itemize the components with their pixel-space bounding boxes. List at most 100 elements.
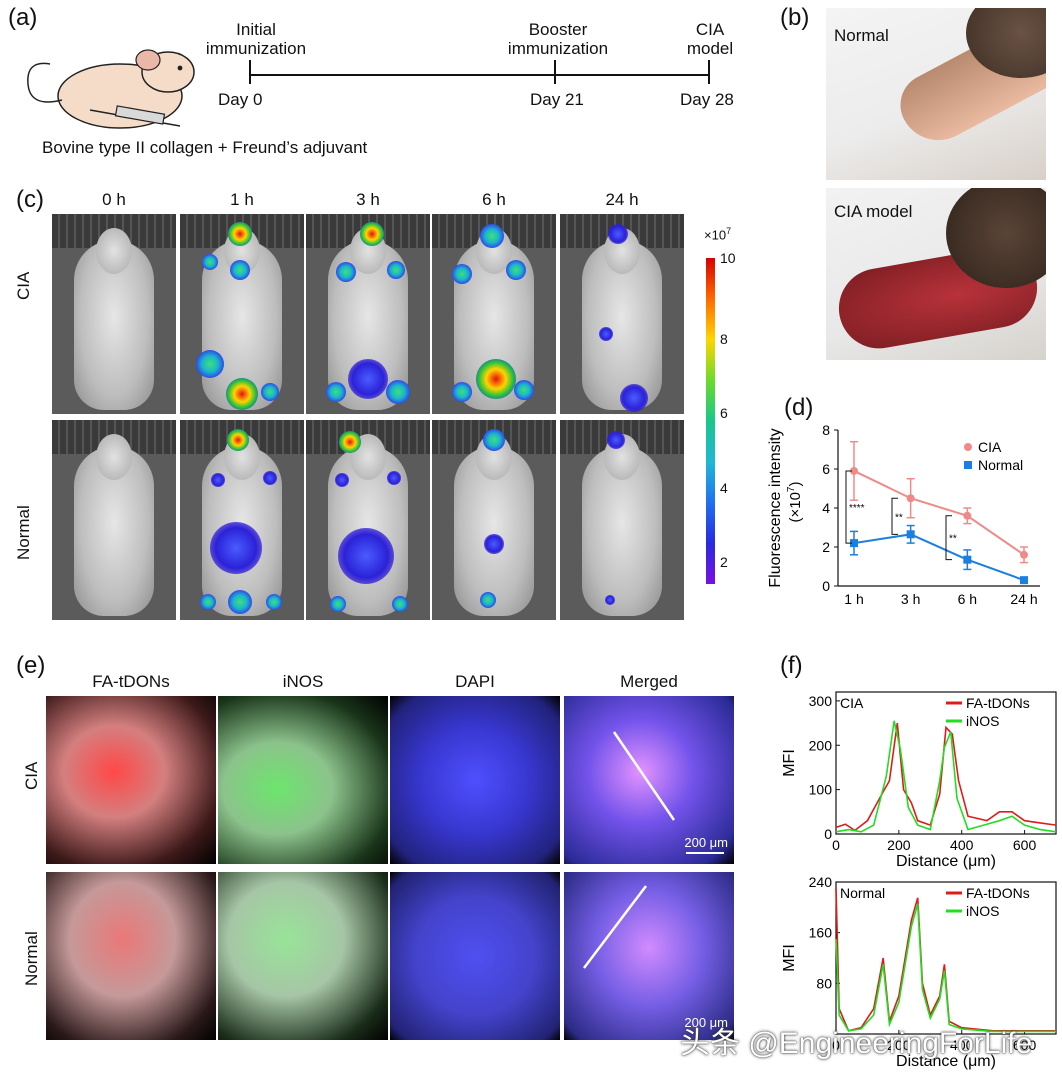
x-tick-label: 3 h [901, 591, 920, 607]
y-tick-label: 2 [822, 539, 830, 555]
y-tick-label: 80 [816, 975, 832, 991]
fluorescence-spot [608, 224, 628, 244]
fluorescence-spot [228, 590, 252, 614]
panel-label-a: (a) [8, 4, 38, 31]
normal-paw-photo: Normal [826, 8, 1046, 180]
legend-marker [964, 461, 972, 469]
fluorescence-spot [227, 429, 249, 451]
channel-label: Merged [620, 672, 678, 691]
fluorescence-spot [480, 592, 496, 608]
series-line-normal [853, 533, 1025, 582]
significance-label: ** [949, 534, 957, 545]
micrograph-cia-dapi [390, 696, 560, 864]
mouse-head [96, 228, 132, 274]
data-point-normal [906, 530, 915, 539]
timepoint-label: 3 h [356, 190, 380, 209]
data-point-cia [850, 466, 858, 475]
fluorescence-spot [228, 222, 252, 246]
micrograph-cia-inos [218, 696, 388, 864]
micrograph-normal-merged: 200 μm [564, 872, 734, 1040]
line-profile-marker [583, 885, 647, 969]
y-tick-label: 6 [822, 461, 830, 477]
colorbar-tick-label: 10 [720, 250, 736, 266]
y-tick-label: 8 [822, 422, 830, 438]
legend-label: Normal [978, 457, 1023, 473]
colorbar-tick-label: 6 [720, 405, 728, 421]
data-point-normal [1020, 576, 1028, 585]
watermark: 头条 @EngineeringForLife [680, 1027, 1033, 1060]
ivis-image-cia-2 [306, 214, 430, 414]
day-label-21: Day 21 [530, 90, 584, 109]
fluorescence-spot [335, 473, 349, 487]
fluorescence-spot [196, 350, 224, 378]
x-tick-label: 400 [950, 1037, 974, 1053]
ivis-image-normal-2 [306, 420, 430, 620]
ivis-image-cia-3 [432, 214, 556, 414]
y-tick-label: 0 [822, 578, 830, 594]
fluorescence-spot [605, 595, 615, 605]
ivis-image-cia-4 [560, 214, 684, 414]
ivis-image-cia-1 [180, 214, 304, 414]
panel-label-e: (e) [16, 652, 46, 679]
fluorescence-spot [360, 222, 384, 246]
fluorescence-spot [483, 429, 505, 451]
fluorescence-spot [599, 327, 613, 341]
timeline-caption: Bovine type II collagen + Freund’s adjuv… [42, 138, 368, 157]
fluorescence-spot [230, 260, 250, 280]
data-point-cia [906, 494, 915, 503]
x-tick-label: 0 [832, 837, 840, 853]
event-label-initial: Initial immunization [205, 20, 307, 58]
colorbar [706, 258, 715, 584]
legend-marker [964, 443, 972, 451]
fluorescence-spot [348, 359, 388, 399]
x-tick-label: 600 [1013, 837, 1037, 853]
series-line-cia [853, 470, 1025, 556]
fluorescence-spot [387, 261, 405, 279]
significance-bracket [845, 470, 852, 544]
fluorescence-spot [480, 224, 504, 248]
x-tick-label: 6 h [958, 591, 977, 607]
day-label-28: Day 28 [680, 90, 734, 109]
ivis-image-normal-0 [52, 420, 176, 620]
x-tick-label: 24 h [1010, 591, 1037, 607]
ivis-image-normal-4 [560, 420, 684, 620]
ivis-row-label-normal: Normal [14, 505, 33, 560]
fluorescence-spot [514, 380, 534, 400]
y-tick-label: 0 [824, 826, 832, 842]
fluorescence-spot [326, 382, 346, 402]
data-point-cia [1020, 550, 1028, 559]
colorbar-unit: ×107 [704, 226, 732, 243]
significance-label: **** [849, 503, 865, 514]
channel-label: FA-tDONs [92, 672, 170, 691]
fluorescence-spot [330, 596, 346, 612]
data-point-cia [963, 511, 972, 520]
y-tick-label: 100 [809, 782, 833, 798]
fluorescence-spot [339, 431, 361, 453]
fluorescence-chart: 0 2 4 6 8 1 h 3 h 6 h 24 h Fluorescence intensity… [767, 422, 1040, 607]
legend-label: CIA [978, 439, 1002, 455]
legend-label: iNOS [966, 903, 999, 919]
normal-label: Normal [834, 26, 889, 45]
timeline-tick-day28 [708, 60, 710, 84]
channel-label: iNOS [282, 672, 324, 691]
y-tick-label: 200 [809, 737, 833, 753]
fluorescence-spot [226, 378, 258, 410]
micrograph-cia-merged: 200 μm [564, 696, 734, 864]
x-tick-label: 400 [950, 837, 974, 853]
ivis-image-normal-3 [432, 420, 556, 620]
micrograph-normal-fa-tdons [46, 872, 216, 1040]
y-tick-label: 160 [809, 925, 833, 941]
significance-bracket [891, 497, 898, 535]
x-tick-label: 1 h [844, 591, 863, 607]
data-point-normal [963, 555, 972, 564]
fluorescence-spot [387, 471, 401, 485]
colorbar-tick-label: 2 [720, 554, 728, 570]
plot-frame [835, 881, 1057, 1035]
y-tick-label: 4 [822, 500, 830, 516]
colorbar-tick-label: 4 [720, 479, 728, 496]
cia-paw-photo: CIA model [826, 188, 1046, 360]
x-tick-label: 0 [832, 1037, 840, 1053]
panel-label-f: (f) [780, 652, 803, 679]
panel-label-c: (c) [16, 186, 44, 213]
line-profile-marker [612, 731, 676, 821]
